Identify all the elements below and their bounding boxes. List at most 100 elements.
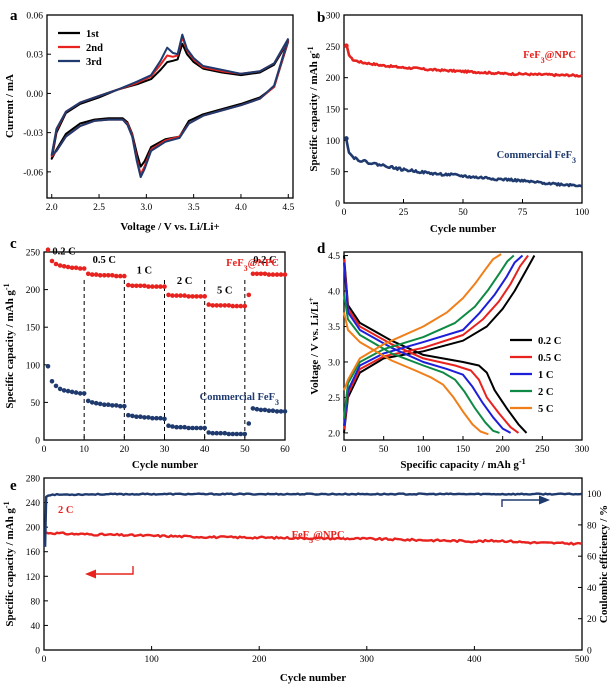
xlabel-d: Specific capacity / mAh g-1 (400, 457, 525, 472)
rate-point-commercial (254, 406, 260, 412)
rate-point-fef3-npc (154, 284, 159, 289)
xtick-label: 50 (379, 445, 389, 455)
rate-point-fef3-npc (198, 294, 203, 299)
ytick-right-label: 100 (587, 490, 602, 500)
ytick-label: 100 (26, 361, 41, 371)
xtick-label: 10 (79, 445, 89, 455)
rate-point-fef3-npc (81, 266, 87, 271)
rate-point-fef3-npc (126, 282, 131, 288)
rate-point-fef3-npc (57, 263, 63, 268)
rate-point-commercial (246, 421, 252, 426)
rate-point-fef3-npc (190, 294, 195, 299)
xtick-label: 0 (42, 655, 47, 665)
ytick-label: 300 (326, 12, 341, 22)
ylabel-right-e: Coulombic efficiency / % (598, 505, 610, 623)
rate-point-commercial (234, 431, 240, 437)
panel-d: d 0 50 100 150 200 250 300 2.0 2.5 3.0 3.5 4.0 4.5 S… (307, 241, 590, 471)
rate-point-fef3-npc (234, 303, 240, 309)
charge-curve-0.5C (343, 254, 529, 430)
ytick-label: 150 (326, 106, 341, 116)
annotation-fef3-npc-e: FeF3@NPC (292, 530, 345, 545)
ytick-right-label: 60 (587, 553, 597, 563)
panel-label-e: e (10, 478, 17, 494)
xlabel-e: Cycle number (280, 672, 346, 684)
ytick-label: 2.5 (328, 394, 340, 404)
ytick-label: 50 (331, 168, 341, 178)
rate-point-commercial (122, 403, 127, 409)
rate-point-commercial (206, 430, 211, 435)
rate-point-commercial (278, 409, 284, 414)
rate-point-fef3-npc (258, 271, 264, 277)
rate-point-fef3-npc (118, 273, 123, 279)
ylabel-a: Current / mA (4, 74, 16, 138)
ytick-label: 50 (31, 399, 41, 409)
series-group-b (344, 43, 583, 188)
rate-point-fef3-npc (53, 261, 59, 267)
xtick-label: 40 (200, 445, 210, 455)
plot-frame-b (343, 14, 583, 204)
xtick-label: 25 (399, 208, 409, 218)
rate-point-fef3-npc (130, 283, 135, 289)
rate-point-fef3-npc (246, 292, 252, 298)
plot-frame-e (43, 477, 583, 651)
rate-point-fef3-npc (150, 284, 155, 289)
cycling-first-point (344, 43, 349, 49)
xtick-label: 3.5 (188, 203, 200, 213)
legend-label-d: 5 C (538, 404, 553, 415)
annotation-commercial-c: Commercial FeF3 (200, 392, 279, 407)
xtick-label: 50 (458, 208, 468, 218)
capacity-series-e (44, 531, 583, 546)
rate-point-commercial (73, 390, 79, 395)
rate-point-fef3-npc (274, 272, 280, 277)
rate-point-commercial (226, 431, 232, 437)
axes-a: 2.0 2.5 3.0 3.5 4.0 4.5 -0.06 -0.03 0.00 0.03 0.06 (23, 12, 294, 214)
rate-point-fef3-npc (93, 272, 99, 277)
panel-a: a 2.0 2.5 3.0 3.5 4.0 4.5 -0.06 -0.03 0.00 0.03 0.… (4, 8, 294, 233)
rate-point-commercial (77, 391, 83, 396)
rate-point-commercial (178, 424, 183, 430)
rate-point-fef3-npc (110, 273, 115, 278)
rate-point-fef3-npc (230, 303, 236, 309)
rate-point-fef3-npc (206, 302, 211, 307)
rate-point-fef3-npc (97, 273, 103, 278)
xtick-label: 100 (144, 655, 159, 665)
annotation-fef3-npc-c: FeF3@NPC (226, 258, 279, 273)
charge-curve-1C (343, 254, 524, 426)
ytick-label: 0.03 (26, 51, 43, 61)
ytick-label: 100 (326, 137, 341, 147)
rate-point-commercial (158, 415, 163, 421)
rate-point-fef3-npc (170, 293, 175, 298)
rate-point-commercial (282, 409, 288, 414)
panel-c: c 0 10 20 30 40 50 60 0 50 100 150 200 250 0.2 C 0.5 … (2, 236, 291, 471)
charge-curve-0.2C (343, 255, 536, 434)
rate-point-commercial (186, 425, 191, 431)
rate-label: 5 C (217, 286, 232, 297)
rate-label: 2 C (177, 276, 192, 287)
xtick-label: 4.5 (282, 203, 294, 213)
rate-point-commercial (65, 388, 71, 394)
rate-point-commercial (85, 398, 91, 404)
rate-point-fef3-npc (254, 271, 260, 277)
ytick-label: 280 (26, 475, 41, 485)
rate-point-commercial (162, 416, 167, 422)
rate-point-fef3-npc (158, 284, 163, 289)
rate-label: 0.5 C (93, 255, 116, 266)
ytick-label: 200 (26, 286, 41, 296)
legend-d: 0.2 C 0.5 C 1 C 2 C 5 C (510, 336, 561, 415)
rate-point-fef3-npc (166, 292, 171, 298)
ytick-label: 80 (31, 597, 41, 607)
annotation-commercial-b: Commercial FeF3 (497, 150, 576, 165)
rate-point-fef3-npc (182, 293, 187, 298)
ytick-right-label: 0 (587, 647, 592, 657)
xtick-label: 250 (535, 445, 550, 455)
panel-b: b 0 25 50 75 100 0 50 100 150 200 250 300 Cycle num… (306, 10, 590, 235)
rate-point-commercial (218, 430, 223, 436)
rate-point-commercial (210, 430, 215, 436)
legend-label-1st: 1st (86, 29, 99, 40)
ytick-label: -0.06 (23, 168, 43, 178)
xtick-label: 150 (456, 445, 471, 455)
cycling-series-commercial (345, 139, 583, 188)
discharge-curve-1C (343, 262, 512, 434)
panel-label-c: c (10, 236, 17, 252)
